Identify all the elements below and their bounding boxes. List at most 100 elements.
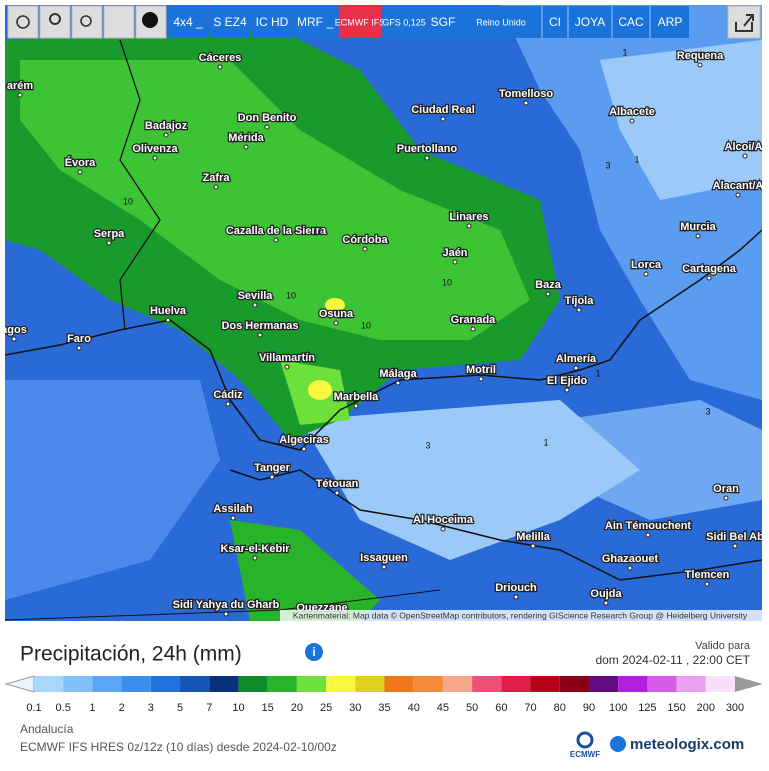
contour-label: 1 (622, 47, 627, 57)
scale-box (150, 676, 181, 692)
rain-area (20, 60, 530, 340)
city-label: Cartagena (682, 263, 737, 275)
scale-label: 90 (583, 702, 595, 714)
city-label: Don Benito (238, 112, 297, 124)
model-button[interactable] (339, 6, 381, 38)
city-label: Ain Témouchent (605, 520, 692, 532)
contour-label: 1 (595, 368, 600, 378)
model-button[interactable] (427, 6, 459, 38)
model-button[interactable] (543, 6, 567, 38)
scale-box (588, 676, 619, 692)
model-button[interactable] (252, 6, 292, 38)
city-dot (576, 307, 582, 313)
city-label: Alcoi/Al (725, 141, 766, 153)
reload-button[interactable] (7, 5, 39, 39)
model-button-label: SGF (431, 15, 456, 29)
model-button-label: MRF _ (297, 15, 333, 29)
scale-box (267, 676, 297, 692)
city-dot (706, 275, 712, 281)
city-label: Ghazaouet (602, 553, 659, 565)
city-label: Oran (713, 483, 739, 495)
scale-over (735, 676, 763, 692)
scale-box (559, 676, 589, 692)
rain-area (5, 380, 220, 600)
city-label: Ksar-el-Kebir (220, 543, 290, 555)
scale-label: 0.5 (56, 702, 71, 714)
city-dot (333, 320, 339, 326)
city-dot (513, 594, 519, 600)
city-label: Cáceres (199, 52, 242, 64)
scale-box (121, 676, 151, 692)
city-dot (252, 302, 258, 308)
info-button[interactable] (305, 643, 323, 661)
city-label: Almería (556, 353, 597, 365)
city-label: Marbella (334, 391, 380, 403)
model-button[interactable] (294, 6, 336, 38)
scale-label: 3 (148, 702, 154, 714)
model-info: ECMWF IFS HRES 0z/12z (10 días) desde 20… (20, 740, 337, 754)
rain-area (300, 400, 640, 560)
model-button[interactable] (613, 6, 649, 38)
city-dot (269, 474, 275, 480)
scale-box (676, 676, 706, 692)
city-label: Algeciras (279, 434, 329, 446)
city-label: Huelva (150, 305, 187, 317)
city-label: Zafra (203, 172, 231, 184)
map[interactable]: Cáceres arém Badajoz Don Benito Mérida Ciudad… (1, 5, 765, 621)
model-button-label: JOYA (575, 15, 605, 29)
city-label: El Ejido (547, 375, 588, 387)
legend-title: Precipitación, 24h (mm) (20, 643, 242, 666)
scale-box (647, 676, 677, 692)
contour-label: 3 (425, 440, 430, 450)
scale-label: 5 (177, 702, 183, 714)
city-dot (697, 62, 703, 68)
rain-area (560, 400, 762, 520)
city-dot (165, 317, 171, 323)
model-button-label: CAC (618, 15, 644, 29)
city-dot (523, 100, 529, 106)
city-dot (395, 380, 401, 386)
city-label: Faro (67, 333, 91, 345)
ecmwf-logo: ECMWF (570, 750, 600, 759)
city-label: Évora (65, 156, 96, 169)
city-dot (564, 387, 570, 393)
city-dot (723, 495, 729, 501)
model-button[interactable] (168, 6, 208, 38)
city-dot (273, 237, 279, 243)
city-dot (284, 364, 290, 370)
city-dot (264, 124, 270, 130)
model-button[interactable] (651, 6, 689, 38)
model-button[interactable] (569, 6, 611, 38)
model-button[interactable] (210, 6, 250, 38)
city-dot (452, 259, 458, 265)
city-label: Murcia (680, 221, 716, 233)
scale-label: 40 (408, 702, 420, 714)
city-label: Mérida (228, 132, 264, 144)
model-button-label: Reino Unido (476, 17, 526, 27)
model-button[interactable] (383, 6, 425, 38)
city-dot (704, 581, 710, 587)
contour-label: 10 (361, 320, 371, 330)
location-button[interactable] (39, 5, 71, 39)
city-label: Badajoz (145, 120, 188, 132)
scale-label: 20 (291, 702, 303, 714)
scale-label: 1 (89, 702, 95, 714)
city-label: Sidi Yahya du Gharb (173, 599, 280, 611)
city-button[interactable] (103, 5, 135, 39)
city-dot (643, 271, 649, 277)
scale-label: 7 (206, 702, 212, 714)
city-label: Puertollano (397, 143, 458, 155)
share-button[interactable] (727, 5, 761, 39)
city-dot (645, 532, 651, 538)
model-button-label: ECMWF IFS (335, 17, 386, 27)
contour-label: 3 (705, 406, 710, 416)
rain-area (325, 298, 345, 312)
border (119, 39, 161, 331)
city-label: Cádiz (213, 389, 243, 401)
zoom-button[interactable] (71, 5, 103, 39)
model-button[interactable] (461, 6, 541, 38)
city-dot (76, 345, 82, 351)
valid-label: Valido para (695, 640, 751, 652)
city-label: arém (7, 80, 34, 92)
